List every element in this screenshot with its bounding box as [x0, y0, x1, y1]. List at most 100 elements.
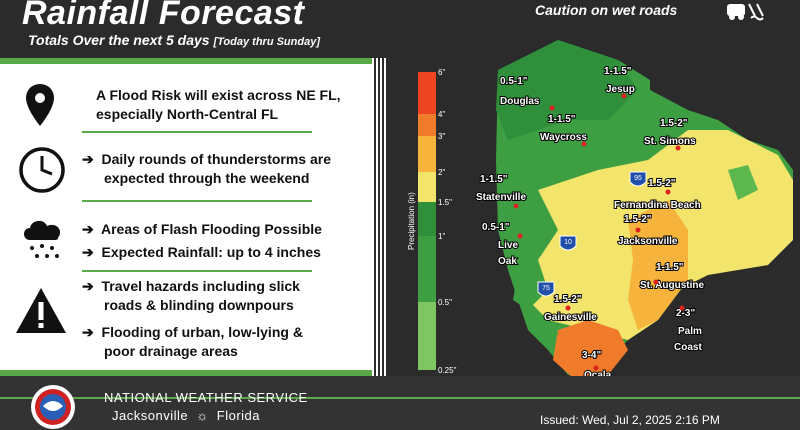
clock-icon — [19, 147, 65, 193]
map-pin-icon — [26, 84, 54, 126]
thunderstorms-line-1: Daily rounds of thunderstorms are — [101, 151, 331, 167]
gainesville-label: Gainesville — [544, 312, 597, 323]
map-land-light-green-patch — [728, 165, 758, 200]
gainesville-amount: 1.5-2" — [554, 294, 582, 305]
legend-tick: 4" — [438, 110, 445, 119]
nws-name: NATIONAL WEATHER SERVICE — [104, 390, 308, 405]
panel-band-bottom — [0, 370, 372, 376]
caution-text: Caution on wet roads — [535, 2, 678, 18]
map-land-orange — [553, 320, 628, 378]
panel-stripes — [372, 58, 386, 376]
nws-office: Jacksonville ☼ Florida — [112, 408, 260, 423]
thunderstorms-line-2: expected through the weekend — [104, 170, 310, 186]
jesup-amount: 1-1.5" — [604, 66, 632, 77]
rain-cloud-icon — [24, 220, 61, 258]
travel-hazards-text: ➔ Travel hazards including slick roads &… — [82, 278, 303, 359]
nws-logo-icon — [31, 385, 75, 429]
staugustine-label: St. Augustine — [640, 280, 705, 291]
flash-flooding-line: Areas of Flash Flooding Possible — [101, 221, 322, 237]
fernandina-label: Fernandina Beach — [614, 200, 701, 211]
urban-flooding-line-1: Flooding of urban, low-lying & — [101, 324, 303, 340]
legend-tick: 2" — [438, 168, 445, 177]
legend: 6" 4" 3" 2" 1.5" 1" 0.5" 0.25" Precipita… — [407, 68, 457, 375]
palmcoast-marker — [679, 305, 685, 311]
palmcoast-label-2: Coast — [674, 342, 702, 353]
jacksonville-marker — [635, 227, 641, 233]
palmcoast-amount: 2-3" — [676, 308, 695, 319]
fernandina-amount: 1.5-2" — [648, 178, 676, 189]
footer-bar — [0, 376, 800, 430]
douglas-amount: 0.5-1" — [500, 76, 528, 87]
ocala-marker — [593, 365, 599, 371]
city-labels: 0.5-1" Douglas 1-1.5" Jesup 1-1.5" Waycr… — [475, 65, 706, 382]
wet-road-icon — [727, 3, 764, 21]
palmcoast-label: Palm — [678, 326, 702, 337]
douglas-label: Douglas — [500, 96, 540, 107]
gainesville-marker — [565, 305, 571, 311]
panel-band-top — [0, 58, 372, 64]
waycross-label: Waycross — [540, 132, 587, 143]
page-subtitle: Totals Over the next 5 days [Today thru … — [28, 32, 320, 48]
flood-risk-line-2: especially North-Central FL — [96, 106, 279, 122]
legend-tick: 1" — [438, 232, 445, 241]
map-land-dark-green — [496, 40, 638, 140]
fernandina-marker — [665, 189, 671, 195]
staugustine-marker — [653, 279, 659, 285]
divider — [82, 270, 312, 272]
rainfall-map: 6" 4" 3" 2" 1.5" 1" 0.5" 0.25" Precipita… — [388, 30, 800, 392]
legend-tick: 6" — [438, 68, 445, 77]
stsimons-label: St. Simons — [644, 136, 696, 147]
statenville-amount: 1-1.5" — [480, 174, 508, 185]
svg-text:95: 95 — [634, 175, 642, 182]
flood-risk-line-1: A Flood Risk will exist across NE FL, — [96, 87, 341, 103]
svg-text:75: 75 — [542, 285, 550, 292]
statenville-label: Statenville — [476, 192, 526, 203]
divider — [82, 131, 312, 133]
travel-hazards-line-2: roads & blinding downpours — [104, 297, 294, 313]
urban-flooding-line-2: poor drainage areas — [104, 343, 238, 359]
travel-hazards-line-1: Travel hazards including slick — [101, 278, 300, 294]
warning-icon — [16, 288, 66, 333]
waycross-amount: 1-1.5" — [548, 114, 576, 125]
legend-tick: 1.5" — [438, 198, 452, 207]
svg-text:10: 10 — [564, 239, 572, 246]
page-title: Rainfall Forecast — [22, 0, 305, 32]
map-land-green-patch — [513, 260, 548, 310]
staugustine-amount: 1-1.5" — [656, 262, 684, 273]
expected-rainfall-line: Expected Rainfall: up to 4 inches — [101, 244, 321, 260]
thunderstorms-text: ➔ Daily rounds of thunderstorms are expe… — [82, 151, 331, 186]
douglas-marker — [549, 105, 555, 111]
legend-tick: 0.25" — [438, 366, 457, 375]
i95-shield — [629, 171, 647, 187]
liveoak-label-2: Oak — [498, 256, 517, 267]
nws-state: Florida — [216, 408, 261, 423]
flood-risk-text: A Flood Risk will exist across NE FL, es… — [96, 86, 341, 124]
subtitle-note: [Today thru Sunday] — [213, 36, 320, 48]
i75-shield — [537, 281, 555, 297]
subtitle-text: Totals Over the next 5 days — [28, 32, 210, 48]
footer-divider — [0, 397, 800, 399]
i10-shield — [559, 235, 577, 251]
jacksonville-label: Jacksonville — [618, 236, 678, 247]
legend-tick: 3" — [438, 132, 445, 141]
liveoak-marker — [517, 233, 523, 239]
legend-title: Precipitation (in) — [407, 192, 416, 250]
weather-icon: ☼ — [196, 408, 209, 423]
liveoak-label: Live — [498, 240, 518, 251]
jesup-label: Jesup — [606, 84, 635, 95]
map-land-light-orange — [628, 200, 688, 330]
nws-city: Jacksonville — [112, 408, 189, 423]
jacksonville-amount: 1.5-2" — [624, 214, 652, 225]
ocala-amount: 3-4" — [582, 350, 601, 361]
jesup-marker — [621, 93, 627, 99]
issued-timestamp: Issued: Wed, Jul 2, 2025 2:16 PM — [540, 413, 720, 427]
flash-flooding-text: ➔ Areas of Flash Flooding Possible ➔ Exp… — [82, 221, 322, 260]
stsimons-marker — [675, 145, 681, 151]
divider — [82, 200, 312, 202]
waycross-marker — [581, 141, 587, 147]
legend-tick: 0.5" — [438, 298, 452, 307]
liveoak-amount: 0.5-1" — [482, 222, 510, 233]
interstate-shields: 95 10 75 — [537, 171, 647, 297]
statenville-marker — [513, 203, 519, 209]
stsimons-amount: 1.5-2" — [660, 118, 688, 129]
